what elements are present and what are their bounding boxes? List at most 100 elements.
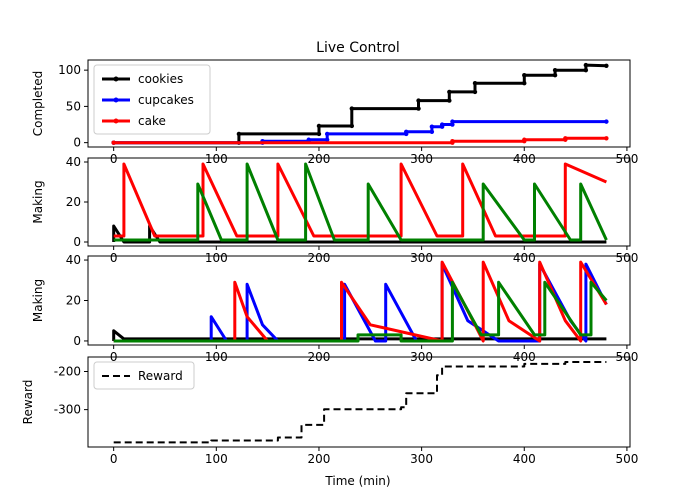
series-1-point-4 (316, 131, 322, 137)
x-tick-label: 300 (410, 251, 433, 265)
series-1-point-18 (583, 67, 589, 73)
legend-label-1: Reward (138, 369, 183, 383)
y-tick-label: 0 (73, 235, 81, 249)
series-1-point-16 (552, 73, 558, 78)
x-tick-label: 0 (110, 452, 118, 466)
series-2-point-15 (450, 119, 455, 124)
y-tick-label: 0 (73, 334, 81, 348)
y-tick-label: -300 (54, 403, 81, 417)
legend-box (93, 64, 211, 135)
x-tick-label: 300 (410, 452, 433, 466)
x-tick-label: 200 (308, 251, 331, 265)
legend: Reward (93, 361, 195, 390)
series-2-point-6 (324, 137, 330, 142)
series-2-point-5 (306, 137, 311, 142)
series-1-point-17 (552, 67, 558, 73)
series-1-point-10 (447, 98, 452, 103)
x-tick-label: 500 (615, 251, 638, 265)
legend-label-3: cake (138, 114, 166, 128)
axes-frame (87, 59, 631, 148)
y-tick-label: 100 (58, 63, 81, 77)
series-line-1 (112, 224, 607, 244)
series-1-point-14 (522, 81, 527, 86)
series-line-4 (113, 280, 608, 343)
x-tick-label: 200 (308, 452, 331, 466)
series-1-point-12 (472, 89, 478, 95)
series-line-3 (113, 162, 608, 242)
series-1-point-20 (604, 63, 609, 68)
series-line-3 (113, 260, 608, 343)
series-3-point-3 (450, 139, 455, 144)
y-axis-label: Completed (31, 71, 45, 136)
x-tick-label: 100 (205, 251, 228, 265)
y-tick-label: 20 (66, 195, 81, 209)
series-1-point-7 (349, 106, 355, 111)
y-tick-label: 40 (66, 253, 81, 267)
y-tick-label: 50 (66, 99, 81, 113)
x-tick-label: 0 (110, 251, 118, 265)
x-tick-label: 200 (308, 152, 331, 166)
series-group (112, 162, 608, 244)
subplot-3: 0 100 200 300 400 500 0 20 40 Making (31, 253, 638, 364)
series-1-point-9 (416, 98, 421, 103)
series-group (111, 62, 609, 145)
y-tick-label: -200 (54, 364, 81, 378)
legend-marker-2 (113, 97, 119, 103)
series-1-point-11 (447, 89, 452, 95)
series-group (112, 260, 608, 343)
x-tick-label: 400 (513, 152, 536, 166)
y-axis-label: Making (31, 279, 45, 322)
y-tick-label: 0 (73, 136, 81, 150)
y-tick-label: 40 (66, 155, 81, 169)
x-tick-label: 0 (110, 152, 118, 166)
series-line-2 (113, 162, 608, 238)
legend-marker-3 (113, 118, 119, 124)
series-1-point-15 (522, 73, 527, 78)
y-axis-label: Making (31, 180, 45, 223)
x-tick-label: 300 (410, 152, 433, 166)
series-1-point-13 (472, 81, 478, 86)
series-line-3 (113, 136, 607, 145)
series-3-point-7 (563, 136, 568, 141)
series-3-point-8 (604, 136, 609, 141)
x-tick-label: 400 (513, 251, 536, 265)
series-group (113, 361, 607, 444)
axes-frame (87, 356, 631, 448)
x-axis-label: Time (min) (324, 474, 390, 488)
legend: cookies cupcakes cake (93, 64, 211, 135)
series-2-point-7 (324, 131, 330, 137)
series-3-point-5 (522, 137, 527, 142)
series-line-1 (113, 361, 607, 444)
series-2-point-16 (604, 119, 609, 124)
series-2-point-13 (439, 122, 445, 127)
series-2-point-9 (404, 129, 409, 134)
x-tick-label: 500 (615, 452, 638, 466)
figure-title: Live Control (316, 40, 400, 56)
x-tick-label: 500 (615, 152, 638, 166)
x-tick-label: 100 (205, 452, 228, 466)
y-axis-label: Reward (21, 380, 35, 425)
legend-label-2: cupcakes (138, 93, 194, 107)
series-2-point-11 (429, 124, 435, 129)
x-tick-label: 400 (513, 452, 536, 466)
series-1-point-19 (583, 62, 589, 68)
series-line-1 (112, 329, 607, 341)
series-1-point-3 (236, 131, 242, 137)
series-2-point-10 (429, 129, 435, 134)
series-3-point-1 (111, 140, 116, 145)
legend-marker-1 (113, 76, 119, 82)
y-tick-label: 20 (66, 294, 81, 308)
subplot-4: 0 100 200 300 400 500 -300 -200 Reward Reward (21, 356, 638, 466)
series-1-point-5 (316, 123, 322, 129)
axes-frame (87, 157, 631, 247)
x-tick-label: 100 (205, 152, 228, 166)
legend-label-1: cookies (138, 72, 183, 86)
legend-box (93, 361, 195, 390)
axes-frame (87, 255, 631, 346)
series-1-point-8 (416, 106, 421, 111)
series-1-point-6 (349, 123, 355, 129)
subplot-1: 0 100 200 300 400 500 0 50 100 Completed cookies cu… (31, 59, 638, 166)
